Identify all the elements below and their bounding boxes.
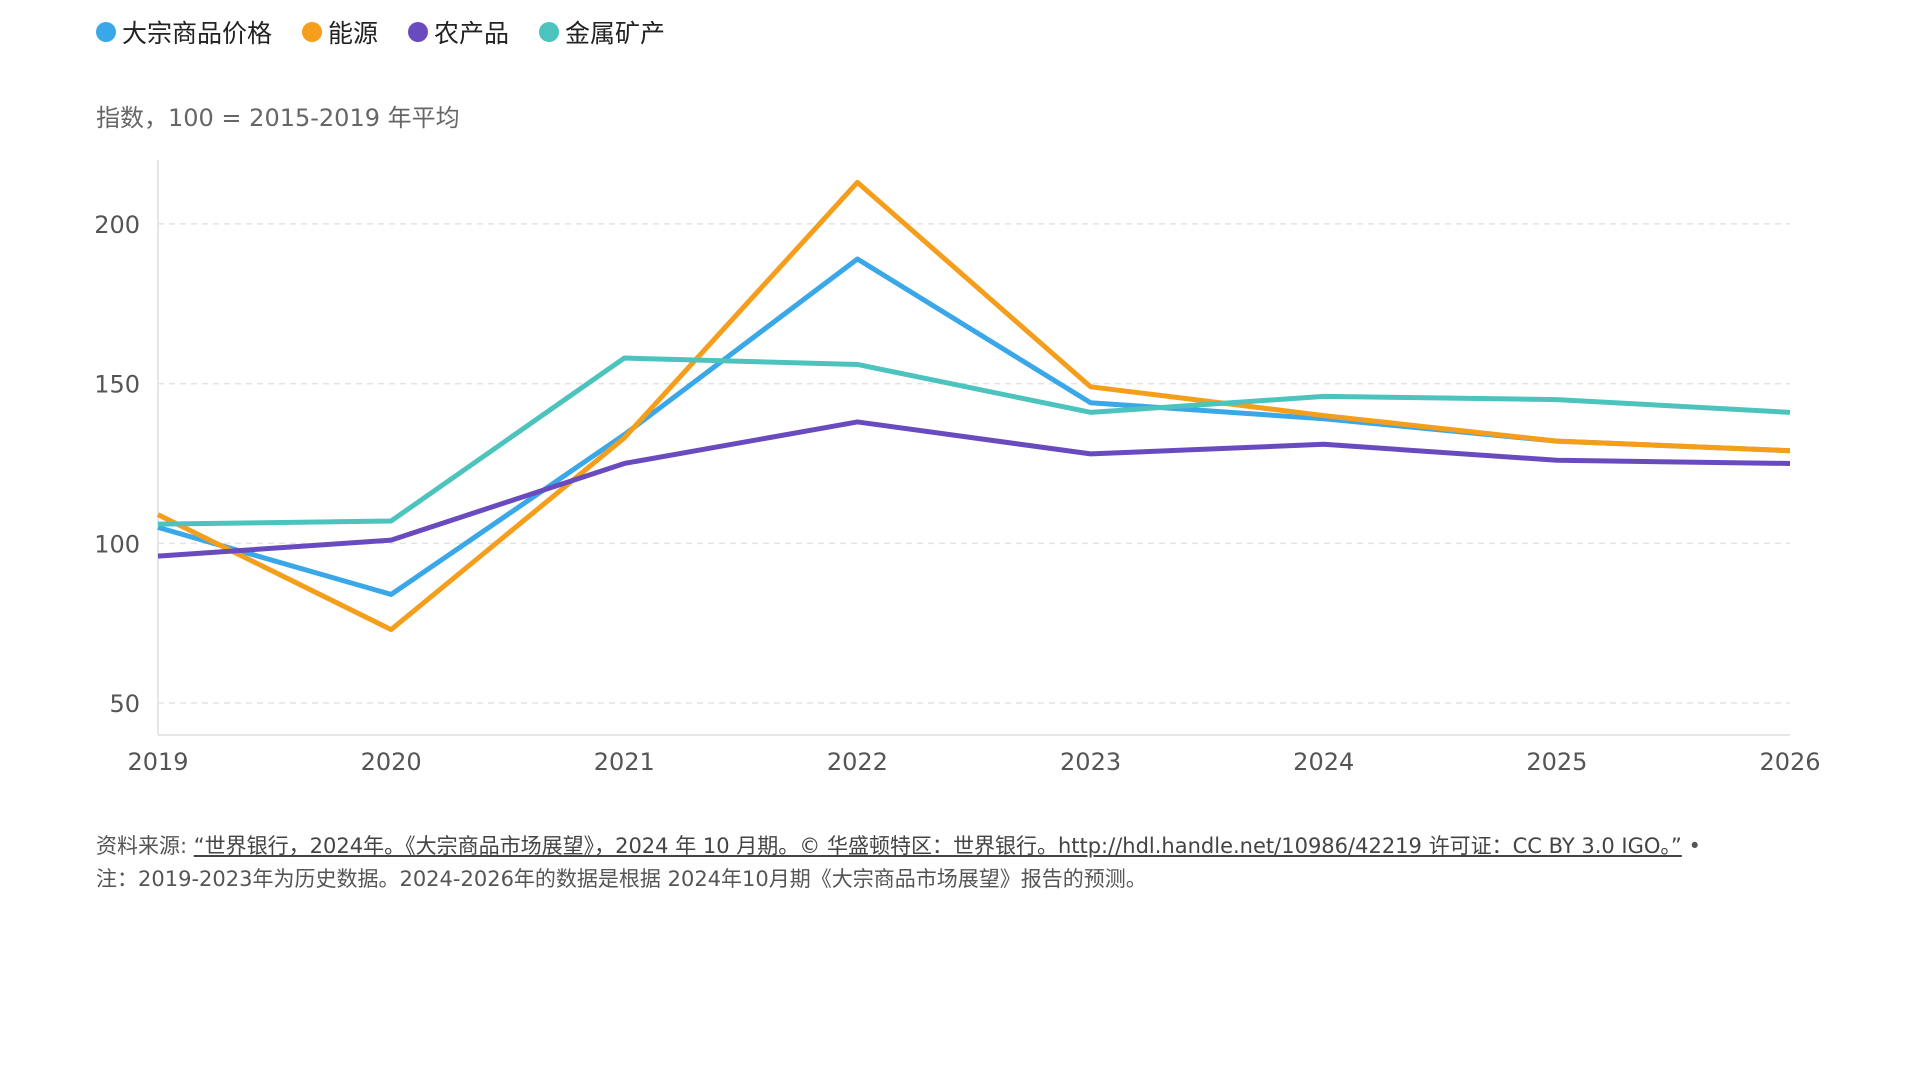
- note-text: 注：2019-2023年为历史数据。2024-2026年的数据是根据 2024年…: [96, 867, 1147, 891]
- y-tick-label: 100: [94, 530, 140, 558]
- legend-label: 金属矿产: [565, 19, 666, 48]
- legend-swatch: [96, 22, 116, 42]
- y-tick-label: 200: [94, 211, 140, 239]
- source-line: 资料来源: “世界银行，2024年。《大宗商品市场展望》，2024 年 10 月…: [96, 830, 1836, 863]
- legend-item[interactable]: 能源: [302, 14, 378, 50]
- x-tick-label: 2022: [827, 748, 888, 776]
- legend-label: 大宗商品价格: [122, 19, 273, 48]
- x-tick-label: 2021: [594, 748, 655, 776]
- series-line: [157, 256, 1791, 597]
- chart-footer: 资料来源: “世界银行，2024年。《大宗商品市场展望》，2024 年 10 月…: [96, 830, 1836, 896]
- legend-item[interactable]: 金属矿产: [539, 14, 665, 50]
- series-line: [157, 355, 1791, 527]
- legend-item[interactable]: 农产品: [408, 14, 509, 50]
- source-prefix: 资料来源:: [96, 834, 194, 858]
- bullet: •: [1681, 834, 1701, 858]
- x-tick-label: 2020: [361, 748, 422, 776]
- x-tick-label: 2019: [127, 748, 188, 776]
- y-axis-label: 指数，100 = 2015-2019 年平均: [96, 104, 460, 132]
- legend: 大宗商品价格 能源 农产品 金属矿产: [96, 14, 695, 50]
- x-tick-label: 2024: [1293, 748, 1354, 776]
- y-tick-label: 50: [109, 690, 140, 718]
- y-tick-label: 150: [94, 371, 140, 399]
- x-tick-label: 2023: [1060, 748, 1121, 776]
- x-tick-label: 2025: [1526, 748, 1587, 776]
- x-tick-label: 2026: [1759, 748, 1820, 776]
- legend-item[interactable]: 大宗商品价格: [96, 14, 272, 50]
- line-chart: 50 100 150 200 2019 2020 2021 2022 2023 2024 2025 2…: [94, 160, 1821, 776]
- legend-label: 能源: [328, 19, 379, 48]
- series-line: [157, 419, 1791, 559]
- source-link[interactable]: “世界银行，2024年。《大宗商品市场展望》，2024 年 10 月期。© 华盛…: [193, 834, 1682, 858]
- legend-swatch: [302, 22, 323, 42]
- legend-swatch: [408, 22, 429, 42]
- legend-label: 农产品: [434, 19, 510, 48]
- legend-swatch: [539, 22, 560, 42]
- series-line: [156, 179, 1791, 633]
